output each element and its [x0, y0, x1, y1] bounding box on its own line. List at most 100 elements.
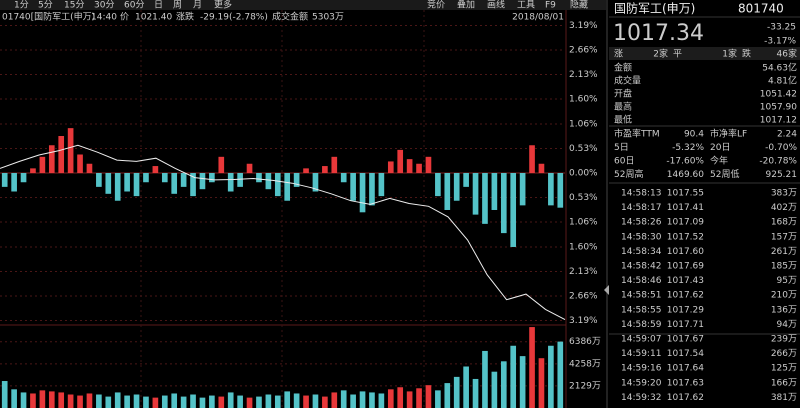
tool-button[interactable]: 竞价 — [427, 0, 445, 11]
volume-bar — [369, 392, 375, 408]
period-tab[interactable]: 60分 — [124, 0, 144, 11]
flow-bar — [96, 173, 102, 187]
stat-value: 1057.90 — [760, 103, 797, 113]
flow-bar — [482, 173, 488, 224]
tick-price: 1017.54 — [667, 349, 704, 359]
volume-bar — [284, 391, 291, 408]
volume-bar — [472, 378, 479, 408]
y-tick-label: 0.53% — [569, 193, 598, 203]
info-amount-label: 成交金额 — [272, 11, 308, 23]
flow-bar — [444, 173, 451, 210]
volume-bar — [237, 395, 243, 408]
tick-time: 14:58:26 — [621, 218, 662, 228]
volume-bar — [96, 394, 102, 408]
flow-bar — [529, 145, 535, 173]
volume-bar — [397, 387, 404, 408]
volume-bar — [359, 391, 366, 408]
collapse-arrow[interactable] — [604, 285, 609, 295]
flow-bar — [397, 149, 404, 173]
y-tick-label: 0.53% — [569, 144, 598, 154]
volume-bar — [340, 390, 347, 408]
flow-bar — [246, 163, 253, 173]
flow-bar — [274, 173, 281, 197]
flow-bar — [227, 173, 234, 192]
tick-price: 1017.69 — [667, 262, 704, 272]
period-tab[interactable]: 30分 — [94, 0, 114, 11]
tick-volume: 125万 — [771, 364, 797, 374]
flow-bar — [190, 173, 196, 197]
period-tab[interactable]: 15分 — [64, 0, 84, 11]
flow-bar — [152, 166, 159, 173]
tool-button[interactable]: 叠加 — [457, 0, 475, 11]
volume-bar — [161, 395, 168, 408]
volume-bar — [406, 391, 413, 408]
tick-time: 14:59:32 — [621, 393, 661, 403]
flow-bar — [472, 173, 479, 215]
flow-bar — [39, 156, 46, 173]
period-tab[interactable]: 周 — [173, 0, 182, 11]
period-tab[interactable]: 更多 — [214, 0, 232, 11]
volume-bar — [265, 394, 272, 408]
flow-bar — [180, 173, 187, 187]
period-tab[interactable]: 1分 — [14, 0, 29, 11]
flow-bar — [557, 173, 564, 208]
tick-time: 14:58:34 — [621, 247, 662, 257]
tool-button[interactable]: F9 — [545, 1, 556, 11]
tool-button[interactable]: 隐藏 — [570, 0, 588, 11]
volume-bar — [378, 393, 385, 408]
flow-bar — [425, 156, 432, 173]
volume-bar — [312, 394, 319, 408]
flow-bar — [237, 173, 243, 187]
flow-bar — [491, 173, 498, 210]
y-tick-label: 1.06% — [569, 218, 598, 228]
y-tick-label: 2.13% — [569, 267, 598, 277]
stat-label: 最低 — [614, 114, 632, 126]
volume-bar — [463, 366, 469, 408]
period-tab[interactable]: 月 — [193, 0, 202, 11]
flow-bar — [58, 136, 65, 173]
breadth-label: 涨 — [614, 49, 623, 60]
info-price: 1021.40 — [135, 13, 172, 23]
breadth-label: 平 — [673, 49, 682, 60]
tool-button[interactable]: 工具 — [517, 0, 535, 11]
period-tab[interactable]: 日 — [154, 0, 163, 11]
stat-label: 52周高 — [614, 168, 643, 180]
volume-bar — [482, 350, 488, 408]
flow-bar — [20, 173, 27, 183]
period-tab[interactable]: 5分 — [38, 0, 53, 11]
breadth-up: 2家 — [653, 48, 668, 60]
info-change: -29.19(-2.78%) — [200, 13, 268, 23]
quote-code: 801740 — [738, 2, 784, 16]
tick-volume: 383万 — [771, 189, 797, 199]
volume-bar — [209, 395, 215, 408]
y-tick-label: 0.00% — [569, 169, 598, 179]
volume-bar — [86, 393, 93, 408]
volume-bar — [453, 376, 460, 408]
flow-bar — [350, 173, 356, 201]
tick-time: 14:58:55 — [621, 305, 661, 315]
info-code: 01740[国防军工(申万) — [2, 11, 95, 23]
flow-bar — [161, 173, 168, 183]
stat-value: 1051.42 — [760, 90, 797, 100]
flow-bar — [378, 173, 385, 197]
volume-bar — [303, 395, 309, 408]
flow-bar — [1, 173, 8, 187]
info-time: 14:40 — [91, 13, 117, 23]
volume-bar — [322, 396, 328, 408]
tick-time: 14:58:46 — [621, 276, 662, 286]
flow-bar — [133, 173, 140, 197]
tick-time: 14:58:13 — [621, 189, 661, 199]
volume-tick-label: 6386万 — [569, 337, 601, 347]
tick-price: 1017.67 — [667, 335, 704, 345]
flow-bar — [340, 173, 347, 183]
flow-bar — [359, 173, 366, 213]
flow-bar — [209, 173, 215, 183]
tick-volume: 166万 — [771, 378, 797, 388]
volume-bar — [387, 389, 394, 408]
volume-bar — [77, 395, 83, 408]
volume-bar — [557, 341, 564, 408]
quote-change: -33.25 — [767, 23, 796, 33]
tick-volume: 261万 — [771, 247, 797, 257]
tool-button[interactable]: 画线 — [487, 0, 505, 11]
